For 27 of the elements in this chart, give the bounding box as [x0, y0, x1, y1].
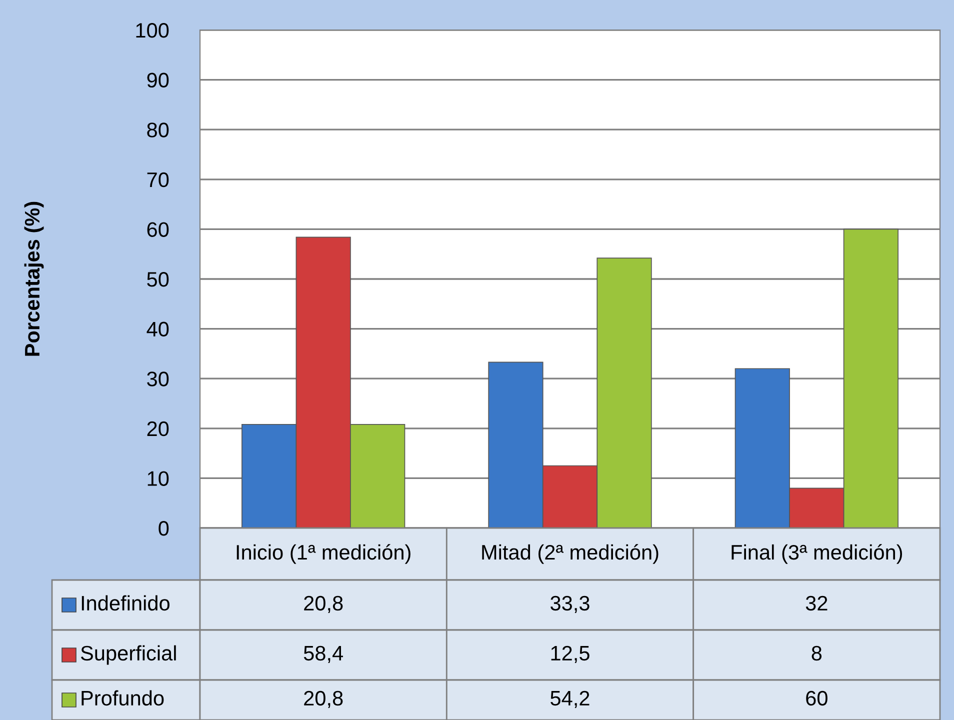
y-tick-label: 70 [147, 172, 169, 188]
text: 12,5 [551, 646, 590, 664]
legend-label: Profundo [82, 690, 164, 706]
y-tick-label: 50 [147, 272, 169, 287]
text: 8 [812, 646, 822, 661]
y-tick-label: 100 [136, 23, 169, 38]
y-tick-label: 10 [148, 471, 169, 486]
y-tick-label: 30 [147, 372, 169, 386]
y-tick-label: 60 [147, 222, 169, 237]
x-tick-label: Inicio (1ª medición) [236, 544, 410, 564]
text: 20,8 [304, 596, 343, 614]
legend-label: Superficial [80, 645, 176, 665]
y-tick-label: 40 [146, 322, 169, 337]
y-tick-label: 0 [158, 521, 169, 536]
x-tick-label: Mitad (2ª medición) [482, 544, 658, 564]
y-axis-title: Porcentajes (%) [24, 202, 44, 356]
text: 20,8 [304, 690, 343, 708]
text: 33,3 [550, 596, 590, 614]
text: 58,4 [304, 646, 343, 664]
y-tick-label: 20 [147, 421, 169, 436]
text: 54,2 [550, 690, 590, 708]
text: 32 [806, 596, 828, 611]
x-tick-label: Final (3ª medición) [732, 544, 902, 564]
text: 60 [806, 690, 828, 706]
y-tick-label: 90 [147, 72, 169, 88]
y-tick-label: 80 [147, 122, 169, 138]
legend-label: Indefinido [82, 595, 170, 611]
